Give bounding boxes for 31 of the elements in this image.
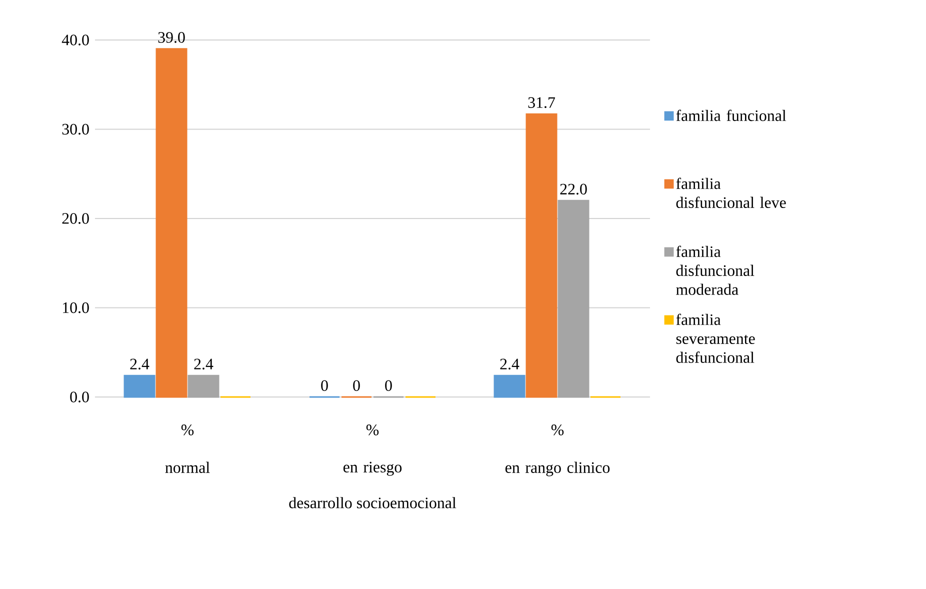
y-tick-label: 20.0: [62, 213, 89, 224]
y-tick-label: 0.0: [70, 392, 89, 402]
text: %: [181, 424, 194, 436]
bar: [156, 48, 188, 398]
y-tick-label: 30.0: [62, 124, 89, 135]
legend-label: familia disfuncional moderada: [676, 246, 754, 295]
x-axis-title: desarrollo socioemocional: [289, 497, 456, 508]
data-label: 39.0: [158, 32, 185, 43]
data-label: 2.4: [130, 358, 150, 370]
text: %: [551, 424, 564, 436]
data-label: 22.0: [560, 184, 587, 195]
data-label: 2.4: [500, 358, 520, 370]
bar: [188, 374, 220, 398]
y-tick-label: 10.0: [63, 302, 89, 314]
data-label: 31.7: [528, 97, 555, 108]
data-label: 0: [353, 380, 360, 391]
legend-label: familia disfuncional leve: [676, 178, 786, 208]
data-label: 2.4: [194, 358, 214, 370]
bar: [124, 374, 156, 398]
legend-label: familia severamente disfuncional: [676, 314, 755, 363]
x-tick-label: en riesgo: [343, 462, 402, 476]
text: %: [366, 424, 379, 436]
y-tick-label: 40.0: [62, 34, 89, 46]
x-tick-label: en rango clinico: [505, 462, 610, 476]
data-label: 0: [321, 380, 328, 391]
bar: [526, 113, 558, 398]
x-tick-label: normal: [165, 462, 210, 473]
data-label: 0: [385, 380, 392, 391]
bar: [558, 200, 590, 398]
bar: [494, 374, 526, 398]
legend-label: familia funcional: [676, 110, 786, 122]
